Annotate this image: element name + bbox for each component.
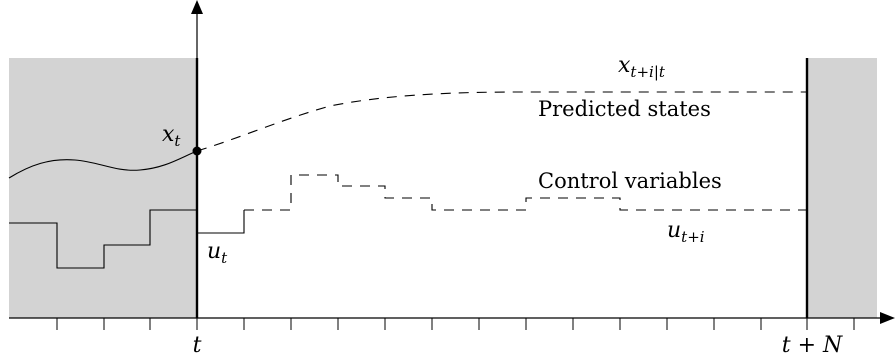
current-state-label: xt [162, 122, 181, 150]
past-control-staircase [9, 209, 197, 269]
vertical-axis-arrowhead [191, 0, 203, 14]
future-control-label: ut+i [667, 218, 705, 246]
current-control-label: ut [207, 239, 228, 267]
predicted-state-label: xt+i|t [618, 53, 666, 81]
tick-label-t: t [193, 333, 202, 358]
time-ticks [56, 318, 855, 330]
predicted-states-caption: Predicted states [538, 97, 711, 121]
past-shaded-region [9, 58, 197, 318]
past-state-trajectory [8, 150, 198, 179]
control-variables-caption: Control variables [538, 169, 722, 193]
current-state-point [192, 146, 202, 156]
predicted-state-trajectory [196, 91, 807, 152]
beyond-horizon-shaded-region [807, 58, 877, 318]
future-control-staircase [244, 174, 807, 211]
current-control-step [197, 210, 245, 234]
horizontal-axis-arrowhead [880, 312, 895, 324]
tick-label-t-plus-n: t + N [782, 333, 843, 358]
